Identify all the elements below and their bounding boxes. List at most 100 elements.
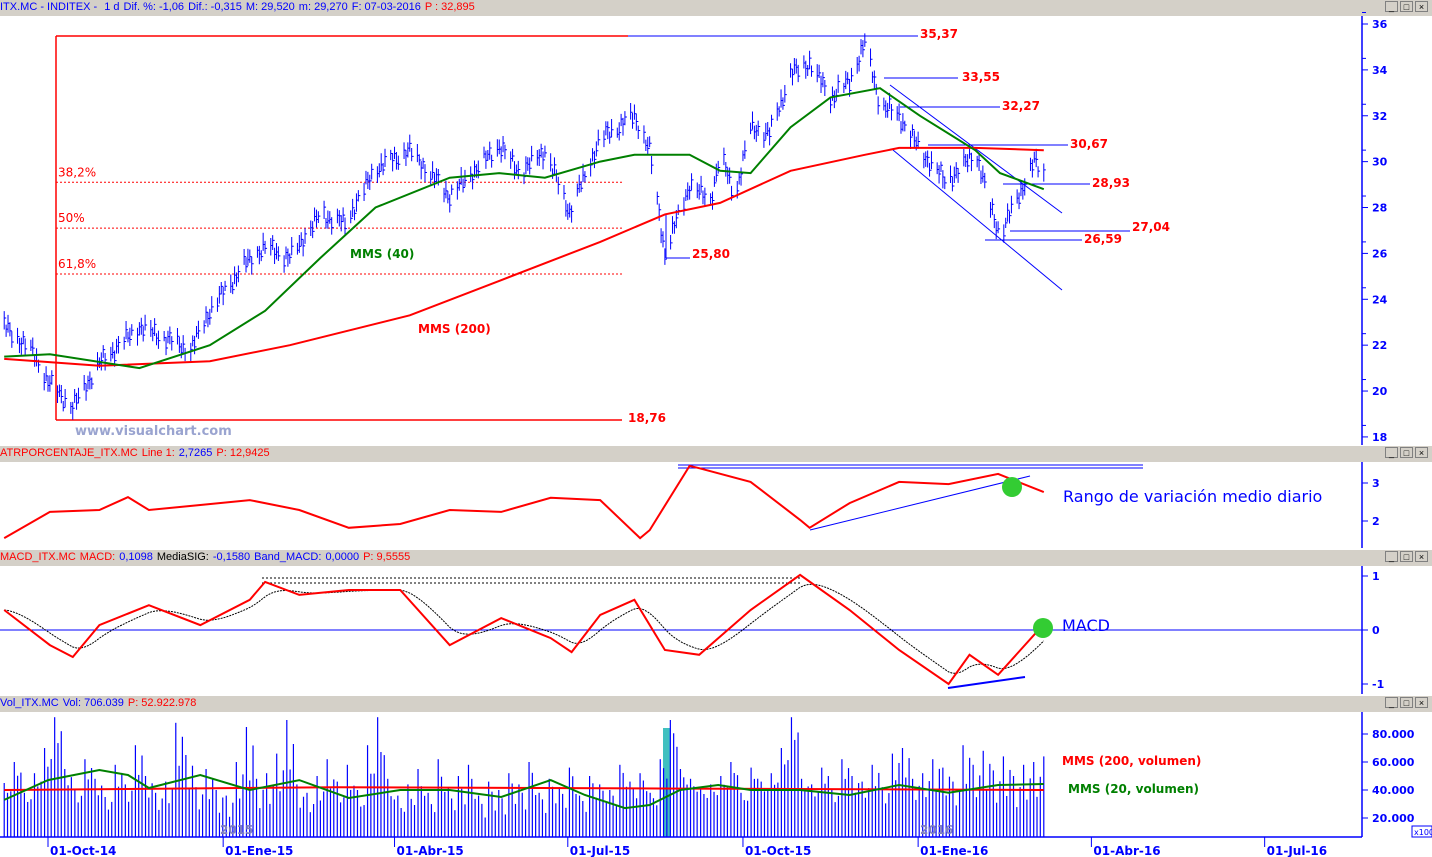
price-bar xyxy=(397,155,401,170)
price-bar xyxy=(1033,151,1037,163)
price-bar xyxy=(791,68,795,86)
price-bar xyxy=(100,352,104,371)
close-button[interactable]: × xyxy=(1415,551,1428,562)
price-bar xyxy=(993,214,997,229)
p-value: P : 32,895 xyxy=(424,1,475,13)
price-bar xyxy=(662,231,665,248)
maximize-button[interactable]: □ xyxy=(1400,551,1413,562)
price-bar xyxy=(635,113,639,131)
price-bar xyxy=(818,64,822,79)
price-bar xyxy=(967,154,970,173)
price-bar xyxy=(234,266,237,285)
mms200-line xyxy=(4,146,1044,367)
price-bar xyxy=(207,312,210,328)
price-bar xyxy=(633,104,637,120)
timeframe: 1 d xyxy=(104,1,120,13)
price-bar xyxy=(216,297,220,312)
price-bar xyxy=(803,55,806,69)
price-bar xyxy=(317,211,321,224)
price-bar xyxy=(5,324,9,337)
price-bar xyxy=(883,97,886,111)
close-button[interactable]: × xyxy=(1415,447,1428,458)
maximize-button[interactable]: □ xyxy=(1400,1,1413,12)
price-bar xyxy=(940,161,943,173)
price-bar xyxy=(182,335,186,353)
mms200-label: MMS (200) xyxy=(418,322,491,336)
price-bar xyxy=(283,255,287,273)
maximize-button[interactable]: □ xyxy=(1400,697,1413,708)
price-bar xyxy=(790,63,793,78)
macd-divergence-line xyxy=(947,676,1026,689)
y-tick-label: -1 xyxy=(1372,678,1384,691)
price-bar xyxy=(167,330,170,344)
price-bar xyxy=(451,184,454,195)
price-bar xyxy=(270,238,273,256)
price-bar xyxy=(938,165,942,184)
price-bar xyxy=(603,130,606,148)
price-bar xyxy=(677,204,681,215)
macd-highlight-circle xyxy=(1033,618,1053,638)
close-button[interactable]: × xyxy=(1415,697,1428,708)
x-tick-label: 01-Ene-15 xyxy=(225,844,293,857)
close-button[interactable]: × xyxy=(1415,1,1428,12)
price-bar xyxy=(538,149,542,167)
price-bar xyxy=(369,174,372,191)
y-tick-label: 36 xyxy=(1372,18,1388,31)
minimize-button[interactable]: _ xyxy=(1385,447,1398,458)
price-bar xyxy=(272,235,275,250)
price-bar xyxy=(251,256,254,275)
maximize-button[interactable]: □ xyxy=(1400,447,1413,458)
price-bar xyxy=(304,228,308,244)
level-label: 33,55 xyxy=(962,70,1000,84)
price-bar xyxy=(224,280,228,292)
price-bar xyxy=(664,248,667,265)
price-bar xyxy=(85,383,89,401)
minimize-button[interactable]: _ xyxy=(1385,551,1398,562)
price-bar xyxy=(797,64,801,83)
price-bar xyxy=(698,184,702,200)
price-bar xyxy=(76,392,79,410)
price-bar xyxy=(847,72,850,85)
price-bar xyxy=(72,401,75,420)
price-bar xyxy=(651,155,654,175)
vol-value: Vol: 706.039 xyxy=(62,697,124,709)
price-bar xyxy=(409,134,412,152)
price-bar xyxy=(458,178,462,191)
x-tick-label: 01-Ene-16 xyxy=(920,844,988,857)
price-bar xyxy=(3,311,7,330)
price-bar xyxy=(1029,157,1033,171)
symbol: ITX.MC - INDITEX - xyxy=(0,1,101,13)
price-bar xyxy=(755,124,759,142)
price-bar xyxy=(689,185,692,200)
price-bar xyxy=(835,88,839,102)
window-buttons: _ □ × xyxy=(1385,1,1428,12)
price-bar xyxy=(691,173,694,191)
price-bar xyxy=(287,248,290,267)
level-label: 26,59 xyxy=(1084,232,1122,246)
price-bar xyxy=(1022,184,1025,200)
price-bar xyxy=(963,149,966,167)
price-bar xyxy=(98,357,102,369)
price-bar xyxy=(136,327,140,346)
price-bar xyxy=(30,339,33,352)
price-bar xyxy=(1005,217,1008,228)
price-bar xyxy=(405,150,408,167)
price-bar xyxy=(430,171,433,185)
price-bar xyxy=(949,165,953,184)
price-bar xyxy=(264,240,268,254)
price-bar xyxy=(274,247,277,264)
price-bar xyxy=(235,272,239,287)
price-bar xyxy=(418,154,422,166)
price-bar xyxy=(731,185,734,201)
price-bar xyxy=(942,170,945,189)
price-bar xyxy=(222,286,226,306)
price-bar xyxy=(929,162,932,177)
macd-value: 0,1098 xyxy=(119,551,153,563)
minimize-button[interactable]: _ xyxy=(1385,697,1398,708)
minimize-button[interactable]: _ xyxy=(1385,1,1398,12)
price-bar xyxy=(34,355,37,367)
price-bar xyxy=(896,106,900,121)
year-label: 2016 xyxy=(920,823,953,837)
price-bar xyxy=(447,190,450,204)
price-bar xyxy=(165,336,169,356)
